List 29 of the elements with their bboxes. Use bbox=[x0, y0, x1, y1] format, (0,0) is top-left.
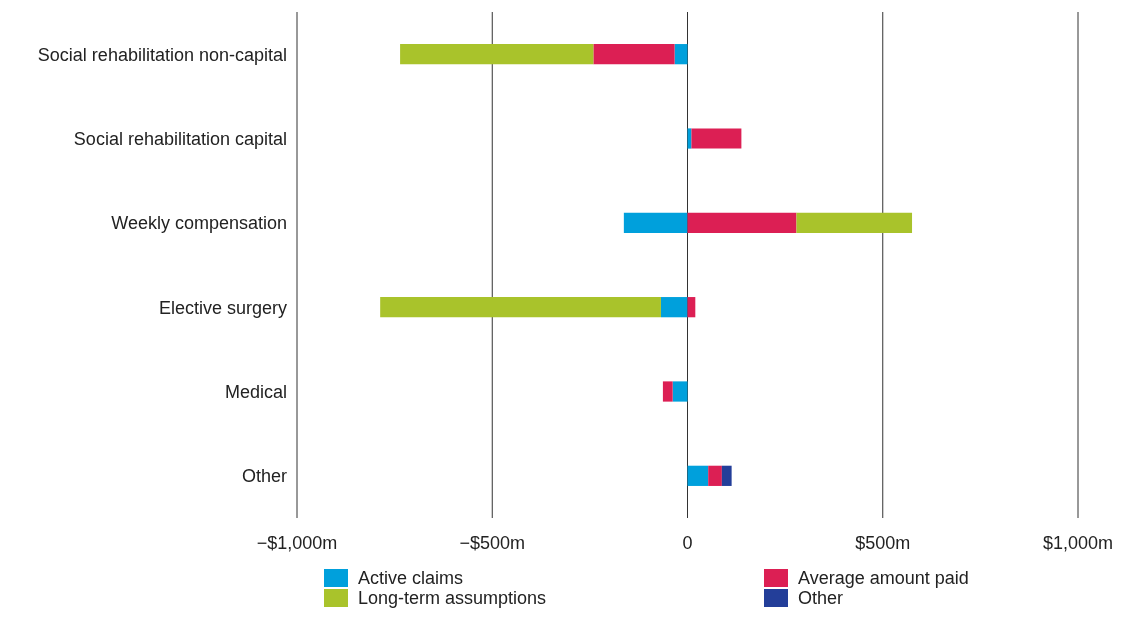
x-tick-label: $1,000m bbox=[1042, 532, 1114, 553]
bar bbox=[796, 212, 913, 233]
y-tick-label: Medical bbox=[224, 381, 287, 402]
x-tick-label: $500m bbox=[855, 532, 911, 553]
legend-label: Active claims bbox=[358, 567, 464, 589]
bar bbox=[662, 381, 673, 402]
bar bbox=[593, 44, 675, 65]
y-tick-label: Weekly compensation bbox=[111, 213, 287, 234]
legend-label: Long-term assumptions bbox=[358, 587, 547, 609]
bar bbox=[380, 297, 661, 318]
legend-label: Average amount paid bbox=[798, 567, 969, 589]
bar bbox=[660, 297, 688, 318]
bar bbox=[400, 44, 594, 65]
bar bbox=[623, 212, 688, 233]
x-tick-label: −$1,000m bbox=[256, 532, 338, 553]
x-tick-label: 0 bbox=[682, 532, 693, 553]
legend-label: Other bbox=[798, 587, 844, 609]
x-tick-label: −$500m bbox=[459, 532, 526, 553]
bar bbox=[672, 381, 688, 402]
bar bbox=[691, 128, 742, 149]
y-tick-label: Other bbox=[241, 466, 287, 487]
y-tick-label: Elective surgery bbox=[158, 297, 287, 318]
bar bbox=[687, 465, 709, 486]
bar bbox=[708, 465, 722, 486]
bar bbox=[674, 44, 688, 65]
bar bbox=[721, 465, 732, 486]
y-tick-label: Social rehabilitation capital bbox=[73, 128, 287, 149]
bar bbox=[687, 212, 797, 233]
y-tick-label: Social rehabilitation non-capital bbox=[37, 44, 287, 65]
